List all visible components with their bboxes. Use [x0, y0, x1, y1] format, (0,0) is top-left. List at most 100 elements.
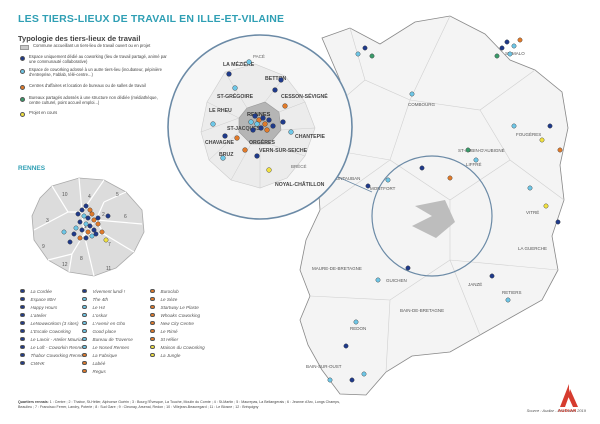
venue-dot-icon [82, 368, 87, 374]
venue-list-item: L'Avenir en Gho [82, 319, 133, 327]
venue-dot-icon [82, 344, 87, 350]
venue-name: Le Lavoir - Atelier Mauriac [30, 336, 84, 342]
venue-marker [210, 121, 216, 127]
commune-label: CESSON-SÉVIGNÉ [281, 92, 328, 100]
place-label: COMBOURG [408, 102, 435, 107]
venue-marker [85, 215, 91, 221]
quartiers-note: Quartiers rennais: 1 : Centre ; 2 : Thab… [18, 400, 341, 409]
venue-marker [511, 43, 517, 49]
venue-dot-icon [20, 320, 25, 326]
legend-dot-icon [20, 84, 25, 90]
venue-marker [327, 377, 333, 383]
venue-name: St Hélier [160, 336, 179, 342]
venue-marker [278, 77, 284, 83]
venue-marker [409, 91, 415, 97]
venue-dot-icon [150, 320, 155, 326]
legend-item-coworking: Espace uniquement dédié au coworking (li… [20, 54, 170, 65]
rennes-metro-circle [371, 155, 493, 277]
place-label: REDON [350, 326, 366, 331]
legend-dot-icon [20, 55, 25, 61]
venue-dot-icon [150, 312, 155, 318]
venue-marker [71, 231, 77, 237]
venue-list-item: Le Lavoir - Atelier Mauriac [20, 335, 85, 343]
venue-list-item: Le Nosed Rennes [82, 343, 133, 351]
venue-marker [280, 119, 286, 125]
venue-marker [362, 45, 368, 51]
legend-title: Typologie des tiers-lieux de travail [18, 34, 141, 43]
district-label: 12 [62, 262, 68, 268]
venue-marker [385, 177, 391, 183]
venue-marker [87, 223, 93, 229]
venue-name: Buroclub [160, 288, 179, 294]
legend-dot-icon [20, 68, 25, 74]
legend-square-icon [20, 44, 29, 50]
place-label: BAIN-SUR-OUST [306, 364, 342, 369]
venue-marker [79, 207, 85, 213]
venue-marker [504, 39, 510, 45]
district-label: 3 [46, 218, 49, 224]
venue-marker [349, 377, 355, 383]
venue-dot-icon [20, 344, 25, 350]
venue-marker [282, 103, 288, 109]
venue-marker [91, 227, 97, 233]
commune-label: VERN-SUR-SEICHE [259, 148, 308, 154]
venue-marker [105, 213, 111, 219]
venue-list-item: Maison du Coworking [150, 343, 205, 351]
venue-dot-icon [20, 304, 25, 310]
commune-label: LE RHEU [209, 108, 232, 114]
venue-list-item: Espace 80H [20, 295, 85, 303]
venue-marker [81, 213, 87, 219]
commune-label: BRÉCÉ [291, 163, 307, 169]
venue-list-item: Good place [82, 327, 133, 335]
venue-marker [89, 211, 95, 217]
venue-name: Espace 80H [30, 296, 56, 302]
venue-marker [103, 237, 109, 243]
district-label: 9 [42, 244, 45, 250]
venue-name: Happy Hours [30, 304, 58, 310]
venue-marker [67, 239, 73, 245]
venue-list-item: CWHK [20, 359, 85, 367]
venue-name: LeNowworkom (3 sites) [30, 320, 79, 326]
district-label: 7 [108, 242, 111, 248]
venue-name: New City Centre [160, 320, 194, 326]
legend-dot-icon [20, 96, 25, 102]
venue-dot-icon [150, 352, 155, 358]
venue-list-item: The 4th [82, 295, 133, 303]
rennes-metro-zoom: LA MÉZIÈRE BETTON ST-GRÉGOIRE CESSON-SÉV… [167, 34, 353, 220]
venue-name: Le Rimé [160, 328, 178, 334]
venue-name: CWHK [30, 360, 45, 366]
venue-list-item: La Jungle [150, 351, 205, 359]
place-label: GUICHEN [386, 278, 407, 283]
commune-label: ORGÈRES [249, 138, 275, 146]
place-label: JANZÉ [468, 281, 482, 287]
venue-name: La Fabrique [92, 352, 118, 358]
venue-marker [75, 211, 81, 217]
venue-name: Good place [92, 328, 117, 334]
venue-list-item: Le Sèze [150, 295, 205, 303]
commune-label: CHAVAGNE [205, 140, 234, 146]
venue-marker [252, 113, 258, 119]
venue-marker [539, 137, 545, 143]
legend-item-bureaux-partages: Bureaux partagés adossés à une structure… [20, 95, 170, 106]
venue-list-item: Buroclub [150, 287, 205, 295]
venue-marker [89, 233, 95, 239]
commune-label: PACÉ [253, 53, 265, 59]
rennes-urban-area [412, 200, 455, 238]
venue-dot-icon [20, 296, 25, 302]
venue-dot-icon [82, 320, 87, 326]
venue-list-item: LeNowworkom (3 sites) [20, 319, 85, 327]
venue-list-item: Bureau de Traverse [82, 335, 133, 343]
venue-name: L'Avenir en Gho [92, 320, 126, 326]
place-label: LA GUERCHE [518, 246, 547, 251]
place-label: ST-MALO [505, 51, 525, 56]
venue-marker [83, 203, 89, 209]
venue-marker [272, 87, 278, 93]
venue-dot-icon [82, 312, 87, 318]
venue-name: Le Loft - Coworkin Rennes [30, 344, 85, 350]
venue-dot-icon [20, 360, 25, 366]
audiar-logo-icon [560, 384, 578, 407]
venue-list-item: L'oskar [82, 311, 133, 319]
venue-name: Le Sèze [160, 296, 178, 302]
venue-marker [95, 221, 101, 227]
